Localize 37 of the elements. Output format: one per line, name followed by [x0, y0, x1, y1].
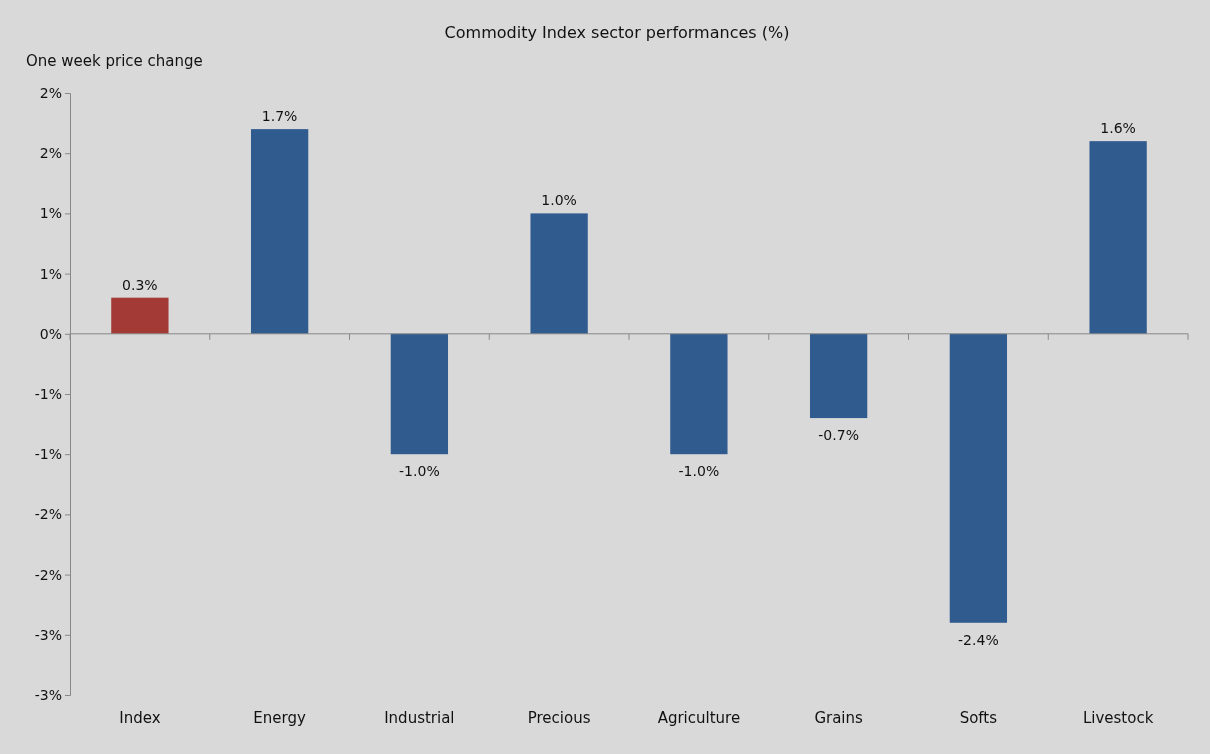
x-tick-label: Grains [814, 709, 864, 727]
bar [530, 213, 588, 334]
y-tick-label: 1% [39, 205, 62, 222]
y-tick-label: 2% [39, 84, 62, 101]
x-tick-label: Industrial [384, 709, 455, 727]
x-tick-label: Livestock [1082, 709, 1154, 727]
x-tick-label: Index [119, 709, 161, 727]
y-tick-label: 0% [39, 325, 62, 342]
y-tick-label: -1% [34, 446, 62, 463]
bar [111, 297, 169, 334]
x-tick-label: Precious [527, 709, 591, 727]
data-label: 1.6% [1100, 120, 1136, 137]
bar [250, 129, 309, 334]
data-label: 0.3% [122, 276, 158, 293]
data-label: 1.0% [541, 192, 577, 209]
x-tick-label: Softs [959, 709, 998, 727]
bar [390, 333, 449, 455]
y-tick-label: -2% [34, 566, 62, 583]
data-label: -1.0% [678, 463, 720, 480]
chart-title: Commodity Index sector performances (%) [444, 23, 790, 42]
y-tick-label: -3% [34, 686, 62, 703]
bar [670, 333, 728, 455]
y-tick-label: -1% [34, 385, 62, 402]
data-label: 1.7% [261, 108, 298, 125]
y-tick-label: 1% [39, 265, 62, 282]
data-label: -1.0% [399, 463, 440, 480]
x-tick-label: Agriculture [657, 709, 741, 727]
bar [1089, 141, 1147, 334]
y-tick-label: -2% [34, 506, 62, 523]
y-tick-label: 2% [39, 145, 62, 162]
x-tick-label: Energy [253, 709, 306, 727]
bar [809, 333, 868, 419]
y-axis-title: One week price change [26, 52, 203, 70]
y-tick-label: -3% [34, 626, 62, 643]
data-label: -0.7% [818, 427, 859, 444]
data-label: -2.4% [958, 631, 999, 648]
bar [949, 333, 1008, 623]
